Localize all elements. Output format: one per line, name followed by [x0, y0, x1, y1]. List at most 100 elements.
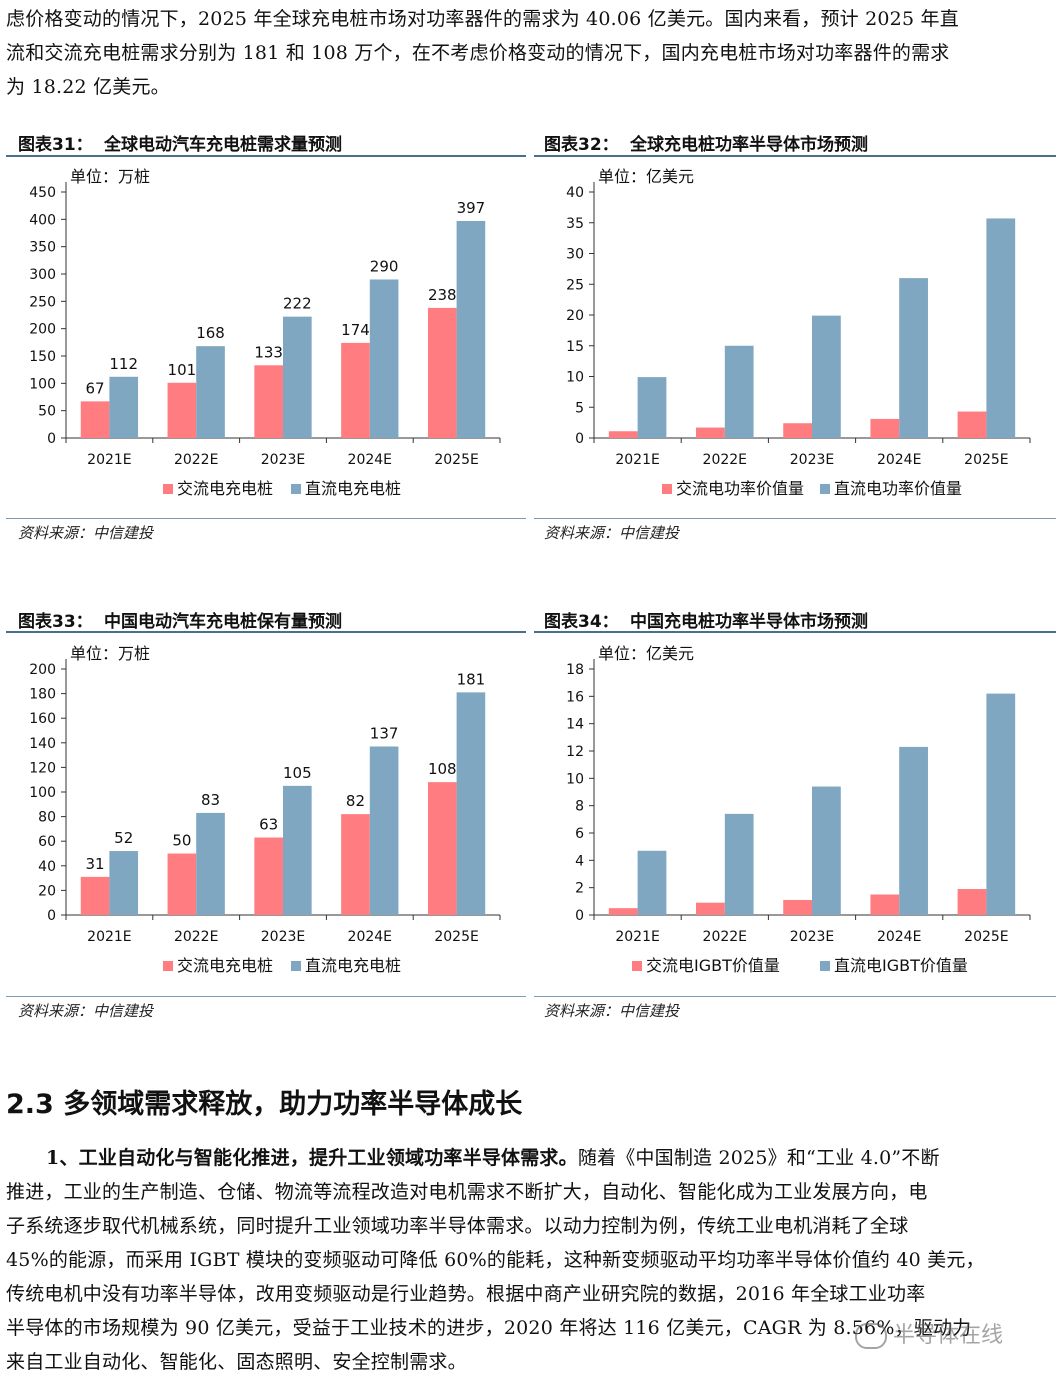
- bar-dc: [812, 315, 841, 438]
- data-label: 63: [259, 816, 278, 834]
- y-tick-label: 6: [575, 826, 584, 842]
- x-tick-label: 2025E: [964, 929, 1008, 945]
- x-tick-label: 2022E: [703, 929, 747, 945]
- y-tick-label: 40: [38, 859, 56, 875]
- figure-title: 图表34： 中国充电桩功率半导体市场预测: [544, 607, 868, 632]
- chart-china-charger-stock: 单位：万桩 0 20 40 60 80 100 120 140 160 180 200 2021E 31 5…: [6, 637, 526, 989]
- bar-dc: [456, 220, 486, 438]
- watermark: 半导体在线: [855, 1317, 1003, 1349]
- unit-label: 单位：万桩: [70, 167, 150, 186]
- bar-ac: [167, 853, 197, 915]
- y-tick-label: 35: [566, 216, 584, 232]
- paragraph-line: 半导体的市场规模为 90 亿美元，受益于工业技术的进步，2020 年将达 116…: [6, 1317, 972, 1339]
- bar-ac: [957, 411, 987, 438]
- unit-label: 单位：万桩: [70, 644, 150, 663]
- bar-dc: [986, 218, 1016, 438]
- paragraph-line: 子系统逐步取代机械系统，同时提升工业领域功率半导体需求。以动力控制为例，传统工业…: [6, 1215, 909, 1237]
- bar-ac: [80, 401, 110, 438]
- y-tick-label: 30: [566, 247, 584, 263]
- figure-rule: [534, 155, 1056, 157]
- data-label: 133: [254, 343, 283, 361]
- legend-label: 直流电IGBT价值量: [834, 956, 968, 975]
- y-tick-label: 8: [575, 799, 584, 815]
- bar-dc: [812, 786, 841, 915]
- x-tick-label: 2022E: [174, 929, 218, 945]
- figure-number: 图表33：: [18, 612, 93, 632]
- y-tick-label: 4: [575, 853, 584, 869]
- data-label: 105: [283, 764, 312, 782]
- y-tick-label: 300: [29, 267, 56, 283]
- bar-dc: [986, 693, 1016, 915]
- bar-ac: [167, 382, 197, 438]
- paragraph-line: 流和交流充电桩需求分别为 181 和 108 万个，在不考虑价格变动的情况下，国…: [6, 42, 950, 64]
- paragraph-text: 随着《中国制造 2025》和“工业 4.0”不断: [577, 1147, 940, 1169]
- legend-label: 交流电充电桩: [177, 956, 273, 975]
- y-tick-label: 50: [38, 404, 56, 420]
- x-tick-label: 2021E: [87, 929, 131, 945]
- legend-label: 直流电功率价值量: [834, 479, 962, 498]
- x-tick-label: 2022E: [174, 452, 218, 468]
- legend-swatch: [163, 961, 173, 971]
- bar-ac: [783, 423, 812, 438]
- legend-label: 交流电充电桩: [177, 479, 273, 498]
- bar-dc: [109, 851, 139, 915]
- figure-rule: [6, 631, 526, 633]
- x-tick-label: 2022E: [703, 452, 747, 468]
- figure-caption: 中国充电桩功率半导体市场预测: [630, 612, 868, 632]
- chart-global-charger-demand: 单位：万桩 0 50 100 150 200 250 300 350 400 450 2021E 67 1…: [6, 160, 526, 512]
- figure-number: 图表32：: [544, 135, 619, 155]
- paragraph-line: 45%的能源，而采用 IGBT 模块的变频驱动可降低 60%的能耗，这种新变频驱…: [6, 1249, 985, 1271]
- y-tick-label: 160: [29, 711, 56, 727]
- body-paragraph: 1、工业自动化与智能化推进，提升工业领域功率半导体需求。随着《中国制造 2025…: [6, 1141, 1058, 1379]
- x-tick-label: 2023E: [261, 929, 305, 945]
- bar-ac: [870, 894, 900, 915]
- y-tick-label: 80: [38, 810, 56, 826]
- y-tick-label: 400: [29, 212, 56, 228]
- unit-label: 单位：亿美元: [598, 167, 694, 186]
- bar-dc: [196, 346, 225, 438]
- legend-label: 交流电功率价值量: [676, 479, 804, 498]
- source-rule: [534, 518, 1056, 519]
- x-tick-label: 2024E: [348, 929, 392, 945]
- chart-svg: 单位：万桩 0 20 40 60 80 100 120 140 160 180 200 2021E 31 5…: [29, 644, 501, 975]
- y-tick-label: 150: [29, 349, 56, 365]
- legend-label: 交流电IGBT价值量: [646, 956, 780, 975]
- bar-ac: [608, 908, 638, 915]
- data-label: 168: [196, 324, 225, 342]
- bar-dc: [456, 692, 486, 915]
- figure-rule: [534, 631, 1056, 633]
- y-tick-label: 0: [47, 908, 56, 924]
- y-tick-label: 140: [29, 736, 56, 752]
- figure-title: 图表31： 全球电动汽车充电桩需求量预测: [18, 130, 342, 155]
- figure-source: 资料来源：中信建投: [18, 1002, 154, 1020]
- legend-swatch: [820, 961, 830, 971]
- bar-dc: [369, 746, 399, 915]
- chart-svg: 单位：亿美元 0 5 10 15 20 25 30 35 40 2021E 2022E 2023E 202…: [566, 167, 1031, 498]
- bar-ac: [608, 431, 638, 438]
- chart-china-power-semi-market: 单位：亿美元 0 2 4 6 8 10 12 14 16 18 2021E 2022E 2023E 2024…: [534, 637, 1056, 989]
- data-label: 181: [457, 670, 486, 688]
- bar-ac: [696, 902, 725, 915]
- bar-ac: [870, 418, 900, 438]
- bar-dc: [724, 813, 754, 915]
- data-label: 101: [168, 361, 197, 379]
- paragraph-line: 为 18.22 亿美元。: [6, 76, 170, 98]
- x-tick-label: 2024E: [877, 452, 921, 468]
- top-paragraph: 虑价格变动的情况下，2025 年全球充电桩市场对功率器件的需求为 40.06 亿…: [6, 2, 1058, 104]
- y-tick-label: 20: [38, 883, 56, 899]
- data-label: 397: [457, 199, 486, 217]
- y-tick-label: 100: [29, 376, 56, 392]
- x-tick-label: 2025E: [434, 452, 478, 468]
- y-tick-label: 350: [29, 240, 56, 256]
- bar-ac: [427, 782, 457, 915]
- bar-dc: [196, 812, 225, 915]
- data-label: 67: [86, 379, 105, 397]
- y-tick-label: 40: [566, 185, 584, 201]
- source-rule: [6, 518, 526, 519]
- paragraph-line: 来自工业自动化、智能化、固态照明、安全控制需求。: [6, 1351, 467, 1373]
- data-label: 174: [341, 321, 370, 339]
- bar-dc: [369, 279, 399, 438]
- unit-label: 单位：亿美元: [598, 644, 694, 663]
- data-label: 112: [109, 355, 138, 373]
- bar-ac: [783, 899, 812, 915]
